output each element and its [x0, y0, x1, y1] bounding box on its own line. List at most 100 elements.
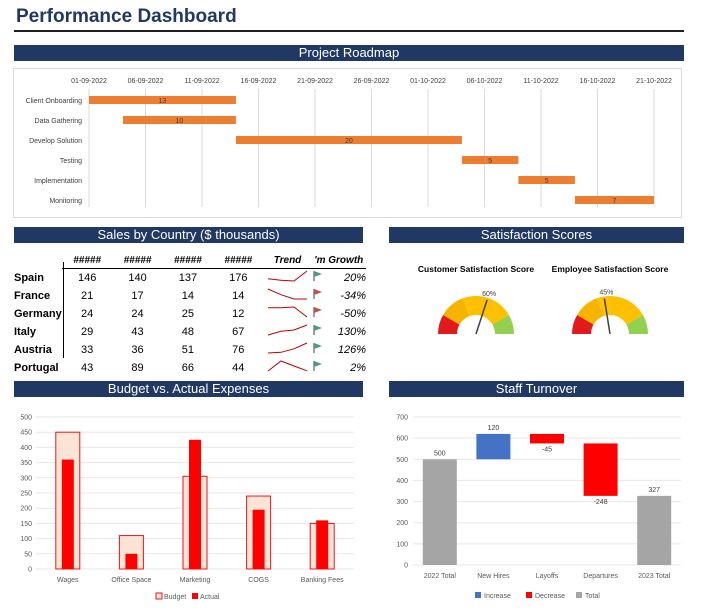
gauge-segment — [577, 298, 604, 325]
title-divider — [14, 30, 684, 32]
growth-cell: 20% — [343, 272, 366, 284]
flag-icon — [313, 307, 322, 317]
x-tick-label: 2022 Total — [424, 573, 457, 580]
country-cell: Germany — [14, 308, 62, 320]
x-tick-label: Banking Fees — [301, 577, 344, 584]
x-tick-label: Wages — [57, 577, 79, 584]
flag-icon — [313, 271, 322, 281]
task-bar — [461, 156, 519, 164]
y-tick-label: 500 — [396, 457, 408, 464]
flag-shape — [313, 343, 322, 349]
table-row: Portugal 43 89 66 44 2% — [14, 359, 366, 377]
x-tick-label: New Hires — [477, 573, 510, 580]
y-tick-label: 450 — [20, 430, 32, 437]
value-cell: 24 — [131, 308, 144, 320]
date-tick-label: 16-10-2022 — [580, 78, 616, 85]
y-tick-label: 250 — [20, 491, 32, 498]
table-row: Spain 146 140 137 176 20% — [14, 269, 366, 288]
task-bar — [518, 176, 575, 184]
x-tick-label: Departures — [583, 573, 618, 580]
data-label: -45 — [542, 446, 552, 453]
task-bar — [122, 116, 236, 124]
gauge-needle — [603, 298, 611, 335]
value-cell: 44 — [232, 362, 245, 374]
sparkline — [267, 360, 307, 372]
date-tick-label: 21-10-2022 — [636, 78, 672, 85]
trend-cell — [264, 287, 312, 305]
legend-label: Total — [585, 593, 600, 600]
growth-flag-cell — [312, 323, 324, 341]
growth-cell: -50% — [340, 308, 366, 320]
value-cell: 76 — [232, 344, 245, 356]
growth-flag-cell — [312, 359, 324, 377]
y-tick-label: 200 — [396, 520, 408, 527]
value-cell: 29 — [81, 326, 94, 338]
value-cell: 66 — [181, 362, 195, 374]
y-tick-label: 400 — [20, 445, 32, 452]
task-label: Monitoring — [49, 198, 82, 205]
value-cell: 140 — [128, 272, 147, 284]
trend-cell — [264, 341, 312, 359]
flag-shape — [313, 289, 322, 295]
legend-label-budget: Budget — [164, 594, 186, 601]
growth-column-header: 'm Growth — [311, 254, 366, 269]
y-tick-label: 200 — [20, 506, 32, 513]
value-cell: 89 — [131, 362, 144, 374]
value-cell: 137 — [178, 272, 198, 284]
growth-flag-cell — [312, 305, 324, 323]
date-tick-label: 06-09-2022 — [128, 78, 164, 85]
task-label: Develop Solution — [29, 138, 82, 145]
budget-chart: 0 50 100 150 200 250 300 350 400 450 500 Wages Offic… — [20, 415, 354, 601]
y-tick-label: 700 — [396, 415, 408, 422]
x-tick-label: Layoffs — [536, 573, 559, 580]
y-tick-label: 350 — [20, 460, 32, 467]
task-label: Implementation — [34, 178, 82, 185]
trend-cell — [264, 269, 312, 288]
y-tick-label: 400 — [396, 478, 408, 485]
flag-shape — [313, 325, 322, 331]
growth-cell: 2% — [350, 362, 366, 374]
waterfall-bar — [476, 433, 511, 460]
flag-icon — [313, 343, 322, 353]
data-label: 327 — [648, 487, 660, 494]
roadmap-header: Project Roadmap — [14, 45, 684, 61]
turnover-header: Staff Turnover — [389, 381, 684, 397]
page-title: Performance Dashboard — [16, 6, 237, 27]
column-header: ##### — [112, 254, 163, 269]
budget-header: Budget vs. Actual Expenses — [14, 381, 363, 397]
actual-bar — [189, 439, 201, 569]
task-duration-label: 5 — [545, 178, 549, 185]
gauge-segment — [626, 315, 648, 334]
value-cell: 36 — [131, 344, 144, 356]
legend-swatch-budget — [155, 592, 163, 600]
gauge-value-label: 60% — [482, 291, 496, 298]
date-tick-label: 21-09-2022 — [297, 78, 333, 85]
legend-swatch-actual — [192, 593, 198, 599]
legend-label: Increase — [484, 593, 511, 600]
country-cell: Italy — [14, 326, 37, 338]
gauge-segment — [597, 296, 643, 325]
satisfaction-header: Satisfaction Scores — [389, 227, 684, 243]
data-label: -248 — [594, 499, 608, 506]
value-cell: 43 — [131, 326, 144, 338]
country-cell: Austria — [14, 344, 52, 356]
value-cell: 21 — [81, 290, 94, 302]
actual-bar — [252, 509, 265, 569]
actual-bar — [125, 553, 138, 569]
flag-icon — [313, 325, 322, 335]
turnover-chart: 0 100 200 300 400 500 600 700 500 2022 Total 120 Ne… — [396, 415, 681, 600]
y-tick-label: 0 — [28, 567, 32, 574]
value-cell: 146 — [77, 272, 97, 284]
waterfall-bar — [637, 495, 672, 565]
table-row: Italy 29 43 48 67 130% — [14, 323, 366, 341]
x-tick-label: 2023 Total — [638, 573, 671, 580]
data-label: 500 — [434, 450, 446, 457]
satisfaction-gauges: Customer Satisfaction Score 60% Employee S… — [418, 264, 669, 335]
legend-swatch — [475, 592, 481, 598]
x-tick-label: COGS — [248, 577, 269, 584]
sparkline-line — [267, 306, 307, 318]
flag-shape — [313, 361, 322, 367]
y-tick-label: 300 — [20, 475, 32, 482]
value-cell: 17 — [131, 290, 144, 302]
sales-header-row: ##### ##### ##### ##### Trend 'm Growth — [14, 254, 366, 269]
